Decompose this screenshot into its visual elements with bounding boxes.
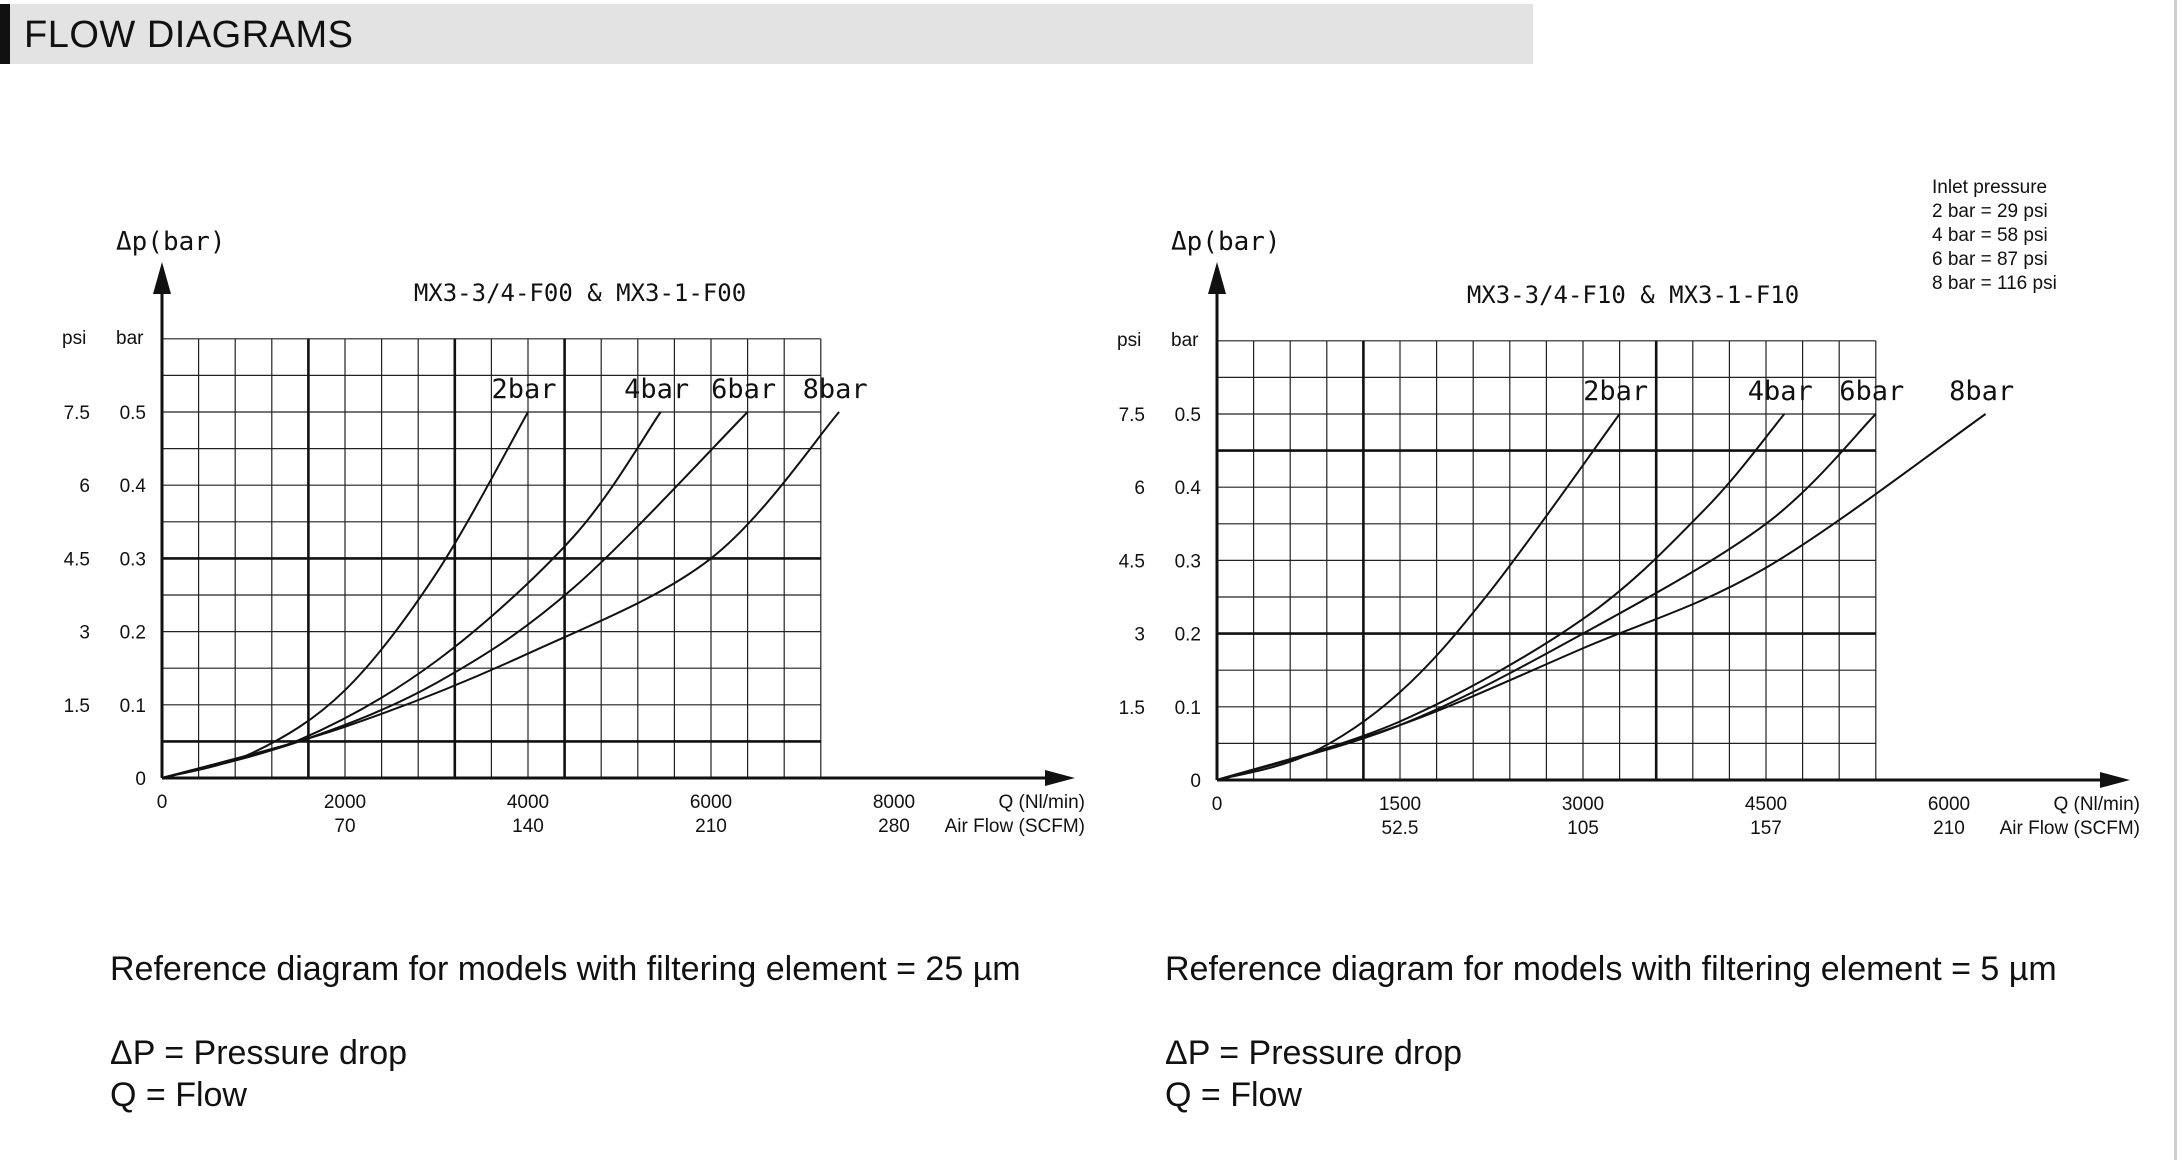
series-label-8bar: 8bar: [803, 374, 868, 405]
x-axis-title-scfm: Air Flow (SCFM): [2000, 818, 2140, 839]
y-tick-label-psi: 3: [1134, 625, 1145, 646]
inlet-pressure-title: Inlet pressure: [1932, 177, 2048, 198]
x-tick-label: 3000: [1562, 794, 1604, 815]
series-label-2bar: 2bar: [1583, 376, 1648, 407]
y-tick-label-bar: 0: [135, 769, 146, 790]
x-tick-label: 4500: [1745, 794, 1787, 815]
y-axis-title: Δp(bar): [1171, 227, 1281, 257]
y-tick-label-psi: 6: [1134, 478, 1145, 499]
x-tick-label-scfm: 140: [512, 816, 544, 837]
x-tick-label-scfm: 70: [334, 816, 355, 837]
legend-pressure-drop-right: ΔP = Pressure drop: [1165, 1034, 1463, 1072]
reference-note-right: Reference diagram for models with filter…: [1165, 950, 2057, 988]
flow-chart-left: Δp(bar) psi bar 0 0.1 1.5 0.2 3 0.3 4.5 0.4 6 0.5 7.5…: [62, 227, 1085, 837]
series-label-8bar: 8bar: [1949, 376, 2014, 407]
reference-note-left: Reference diagram for models with filter…: [110, 950, 1021, 988]
chart-title: MX3-3/4-F00 & MX3-1-F00: [414, 279, 746, 307]
y-tick-label-psi: 7.5: [64, 403, 90, 424]
y-tick-label-psi: 7.5: [1119, 405, 1145, 426]
y-tick-label-bar: 0.5: [120, 403, 146, 424]
x-tick-label-scfm: 210: [1933, 818, 1965, 839]
page-edge-divider: [2174, 0, 2177, 1160]
x-tick-label: 2000: [324, 792, 366, 813]
y-tick-label-bar: 0.5: [1175, 405, 1201, 426]
y-axis-title: Δp(bar): [116, 227, 226, 257]
x-axis-title-scfm: Air Flow (SCFM): [945, 816, 1085, 837]
inlet-pressure-line: 4 bar = 58 psi: [1932, 225, 2048, 246]
series-line-2bar: [1216, 413, 1621, 781]
series-label-4bar: 4bar: [624, 374, 689, 405]
section-header: FLOW DIAGRAMS: [0, 4, 1533, 64]
x-tick-label: 1500: [1379, 794, 1421, 815]
series-line-6bar: [161, 411, 749, 779]
x-tick-label: 0: [157, 792, 168, 813]
x-axis-title: Q (Nl/min): [2053, 794, 2140, 815]
series-line-8bar: [1216, 413, 1987, 781]
series-label-6bar: 6bar: [1839, 376, 1904, 407]
y-unit-psi: psi: [62, 328, 86, 349]
x-tick-label: 0: [1212, 794, 1223, 815]
inlet-pressure-line: 6 bar = 87 psi: [1932, 249, 2048, 270]
y-tick-label-bar: 0.4: [120, 476, 147, 497]
y-tick-label-bar: 0: [1190, 771, 1201, 792]
x-tick-label: 6000: [690, 792, 732, 813]
x-tick-label-scfm: 210: [695, 816, 727, 837]
y-tick-label-bar: 0.1: [1175, 698, 1201, 719]
x-tick-label-scfm: 157: [1750, 818, 1782, 839]
flow-chart-right: Δp(bar) psi bar 0 0.1 1.5 0.2 3 0.3 4.5 0.4 6 0.5 7.5…: [1117, 227, 2140, 839]
y-tick-label-bar: 0.4: [1175, 478, 1202, 499]
y-tick-label-psi: 3: [79, 623, 90, 644]
y-axis-arrow: [153, 262, 171, 294]
x-axis-arrow: [2100, 772, 2130, 788]
y-tick-label-psi: 4.5: [64, 549, 90, 570]
y-tick-label-bar: 0.3: [120, 549, 146, 570]
y-tick-label-bar: 0.2: [120, 623, 146, 644]
x-tick-label-scfm: 52.5: [1382, 818, 1419, 839]
y-unit-bar: bar: [1171, 330, 1199, 351]
series-line-8bar: [161, 411, 840, 779]
y-unit-psi: psi: [1117, 330, 1141, 351]
legend-flow-left: Q = Flow: [110, 1076, 247, 1114]
header-accent-bar: [0, 4, 10, 64]
inlet-pressure-legend: Inlet pressure 2 bar = 29 psi 4 bar = 58…: [1932, 176, 2057, 296]
inlet-pressure-line: 8 bar = 116 psi: [1932, 273, 2057, 294]
y-tick-label-psi: 1.5: [64, 696, 90, 717]
y-tick-label-bar: 0.1: [120, 696, 146, 717]
y-tick-label-psi: 6: [79, 476, 90, 497]
y-tick-label-bar: 0.3: [1175, 551, 1201, 572]
x-tick-label-scfm: 280: [878, 816, 910, 837]
x-axis-arrow: [1045, 770, 1075, 786]
y-unit-bar: bar: [116, 328, 144, 349]
y-axis-arrow: [1208, 262, 1226, 294]
x-tick-label: 8000: [873, 792, 915, 813]
x-tick-label: 6000: [1928, 794, 1970, 815]
x-axis-title: Q (Nl/min): [998, 792, 1085, 813]
x-tick-label: 4000: [507, 792, 549, 813]
x-tick-label-scfm: 105: [1567, 818, 1599, 839]
series-label-4bar: 4bar: [1748, 376, 1813, 407]
legend-flow-right: Q = Flow: [1165, 1076, 1302, 1114]
legend-pressure-drop-left: ΔP = Pressure drop: [110, 1034, 408, 1072]
inlet-pressure-line: 2 bar = 29 psi: [1932, 201, 2048, 222]
y-tick-label-psi: 4.5: [1119, 551, 1145, 572]
y-tick-label-bar: 0.2: [1175, 625, 1201, 646]
series-label-6bar: 6bar: [711, 374, 776, 405]
chart-title: MX3-3/4-F10 & MX3-1-F10: [1467, 281, 1799, 309]
series-label-2bar: 2bar: [491, 374, 556, 405]
y-tick-label-psi: 1.5: [1119, 698, 1145, 719]
page-title: FLOW DIAGRAMS: [24, 14, 354, 56]
